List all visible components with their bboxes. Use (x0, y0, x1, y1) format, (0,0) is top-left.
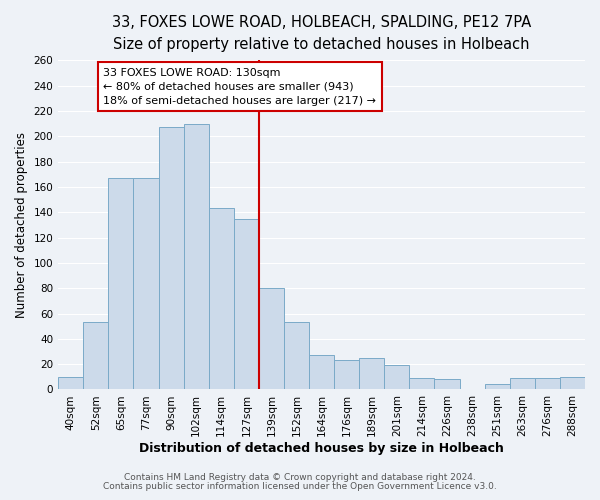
Bar (184, 124, 209, 390)
Bar (58, 377, 83, 390)
Bar (510, 378, 535, 390)
Bar (535, 378, 560, 390)
Bar (158, 128, 184, 390)
Bar (133, 178, 158, 390)
Bar (109, 178, 133, 390)
Bar (385, 366, 409, 390)
Bar (209, 208, 234, 390)
Y-axis label: Number of detached properties: Number of detached properties (15, 132, 28, 318)
Bar (409, 378, 434, 390)
Bar (259, 288, 284, 390)
Bar (434, 380, 460, 390)
Bar (334, 360, 359, 390)
Bar (485, 384, 510, 390)
Bar (234, 218, 259, 390)
Text: 33 FOXES LOWE ROAD: 130sqm
← 80% of detached houses are smaller (943)
18% of sem: 33 FOXES LOWE ROAD: 130sqm ← 80% of deta… (103, 68, 376, 106)
X-axis label: Distribution of detached houses by size in Holbeach: Distribution of detached houses by size … (139, 442, 504, 455)
Title: 33, FOXES LOWE ROAD, HOLBEACH, SPALDING, PE12 7PA
Size of property relative to d: 33, FOXES LOWE ROAD, HOLBEACH, SPALDING,… (112, 15, 531, 52)
Bar (359, 358, 385, 390)
Bar (284, 322, 309, 390)
Bar (560, 377, 585, 390)
Bar (309, 356, 334, 390)
Text: Contains HM Land Registry data © Crown copyright and database right 2024.: Contains HM Land Registry data © Crown c… (124, 474, 476, 482)
Text: Contains public sector information licensed under the Open Government Licence v3: Contains public sector information licen… (103, 482, 497, 491)
Bar (83, 322, 109, 390)
